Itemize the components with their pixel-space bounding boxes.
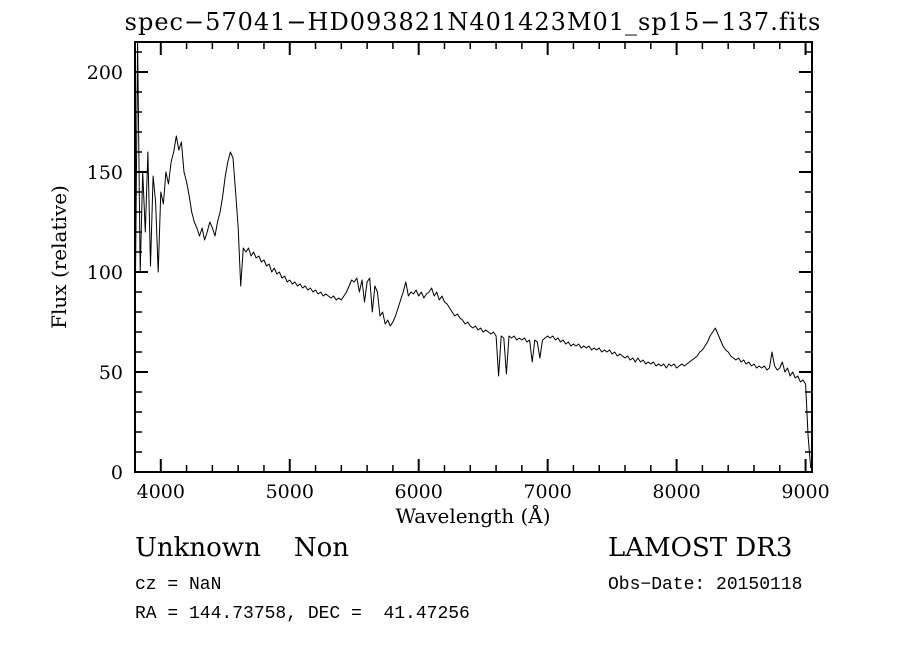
axes-layer: 4000 5000 6000 7000 8000 9000 0 50 100 150 200 <box>87 41 830 503</box>
y-tick-label: 200 <box>87 62 123 84</box>
y-tick-label: 50 <box>99 362 123 384</box>
ra-dec-label: RA = 144.73758, DEC = 41.47256 <box>135 604 470 624</box>
x-tick-label: 7000 <box>523 481 571 503</box>
y-axis-label: Flux (relative) <box>47 185 71 329</box>
cz-value-label: cz = NaN <box>135 575 222 595</box>
plot-title: spec−57041−HD093821N401423M01_sp15−137.f… <box>125 8 822 36</box>
y-tick-label: 100 <box>87 262 123 284</box>
y-tick-label: 0 <box>111 462 123 484</box>
classification-label: Unknown Non <box>135 533 350 563</box>
x-tick-label: 9000 <box>781 481 829 503</box>
plot-frame <box>134 41 813 473</box>
spectrum-line <box>134 41 812 469</box>
x-axis-label: Wavelength (Å) <box>395 503 550 528</box>
y-tick-label: 150 <box>87 162 123 184</box>
x-tick-label: 4000 <box>137 481 185 503</box>
x-tick-label: 8000 <box>652 481 700 503</box>
survey-release-label: LAMOST DR3 <box>608 533 793 563</box>
x-tick-label: 5000 <box>266 481 314 503</box>
x-tick-label: 6000 <box>395 481 443 503</box>
obs-date-label: Obs−Date: 20150118 <box>608 575 803 595</box>
